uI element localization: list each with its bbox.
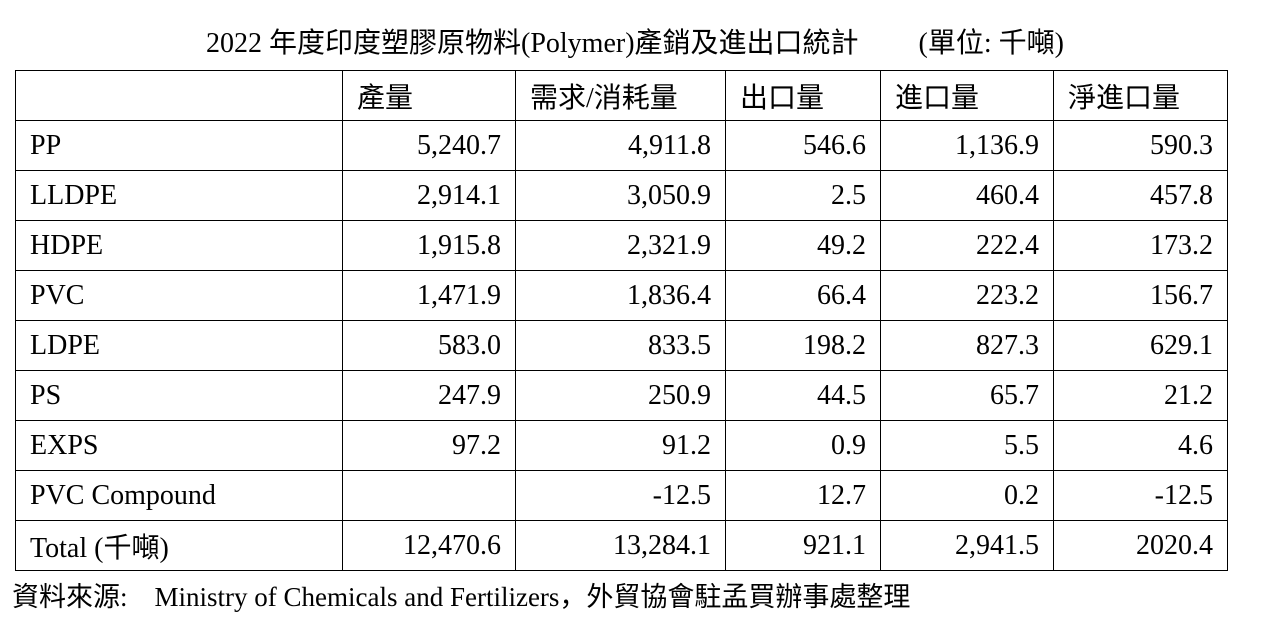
cell: 12.7: [725, 470, 881, 521]
row-label: LDPE: [15, 320, 343, 371]
table-row: PP 5,240.7 4,911.8 546.6 1,136.9 590.3: [15, 120, 1228, 171]
cell: 2,941.5: [880, 520, 1054, 571]
cell: 1,915.8: [342, 220, 516, 271]
title: 2022 年度印度塑膠原物料(Polymer)產銷及進出口統計: [206, 28, 859, 59]
table-row: Total (千噸) 12,470.6 13,284.1 921.1 2,941.5 20…: [15, 520, 1228, 571]
cell: -12.5: [1053, 470, 1228, 521]
cell: 49.2: [725, 220, 881, 271]
cell: 198.2: [725, 320, 881, 371]
cell: 4,911.8: [515, 120, 726, 171]
table-row: EXPS 97.2 91.2 0.9 5.5 4.6: [15, 420, 1228, 471]
cell: 173.2: [1053, 220, 1228, 271]
table-row: PVC Compound -12.5 12.7 0.2 -12.5: [15, 470, 1228, 521]
cell: 1,836.4: [515, 270, 726, 321]
cell: 629.1: [1053, 320, 1228, 371]
source-note: 資料來源: Ministry of Chemicals and Fertiliz…: [12, 582, 911, 612]
column-header: 淨進口量: [1053, 70, 1228, 121]
cell: 156.7: [1053, 270, 1228, 321]
table: 產量 需求/消耗量 出口量 進口量 淨進口量 PP 5,240.7 4,911.8 546.6…: [15, 70, 1228, 571]
cell: 21.2: [1053, 370, 1228, 421]
cell: 583.0: [342, 320, 516, 371]
cell: 460.4: [880, 170, 1054, 221]
row-label: HDPE: [15, 220, 343, 271]
column-header: 出口量: [725, 70, 881, 121]
cell: -12.5: [515, 470, 726, 521]
cell: 2,914.1: [342, 170, 516, 221]
cell: 5.5: [880, 420, 1054, 471]
cell: 222.4: [880, 220, 1054, 271]
cell: 3,050.9: [515, 170, 726, 221]
cell: 457.8: [1053, 170, 1228, 221]
cell: 91.2: [515, 420, 726, 471]
cell: 546.6: [725, 120, 881, 171]
cell: 2020.4: [1053, 520, 1228, 571]
cell: 2,321.9: [515, 220, 726, 271]
cell: 44.5: [725, 370, 881, 421]
cell: 223.2: [880, 270, 1054, 321]
cell: 2.5: [725, 170, 881, 221]
table-row: HDPE 1,915.8 2,321.9 49.2 222.4 173.2: [15, 220, 1228, 271]
cell: [342, 470, 516, 521]
row-label: PVC: [15, 270, 343, 321]
cell: 12,470.6: [342, 520, 516, 571]
corner-cell: [15, 70, 343, 121]
cell: 250.9: [515, 370, 726, 421]
column-header: 產量: [342, 70, 516, 121]
cell: 921.1: [725, 520, 881, 571]
table-row: LDPE 583.0 833.5 198.2 827.3 629.1: [15, 320, 1228, 371]
header-row: 產量 需求/消耗量 出口量 進口量 淨進口量: [15, 70, 1228, 121]
cell: 247.9: [342, 370, 516, 421]
row-label: Total (千噸): [15, 520, 343, 571]
row-label: PS: [15, 370, 343, 421]
cell: 0.9: [725, 420, 881, 471]
cell: 827.3: [880, 320, 1054, 371]
table-row: PS 247.9 250.9 44.5 65.7 21.2: [15, 370, 1228, 421]
cell: 1,471.9: [342, 270, 516, 321]
title-line: 2022 年度印度塑膠原物料(Polymer)產銷及進出口統計 (單位: 千噸): [0, 24, 1270, 64]
row-label: LLDPE: [15, 170, 343, 221]
cell: 65.7: [880, 370, 1054, 421]
table-row: LLDPE 2,914.1 3,050.9 2.5 460.4 457.8: [15, 170, 1228, 221]
cell: 4.6: [1053, 420, 1228, 471]
cell: 97.2: [342, 420, 516, 471]
column-header: 需求/消耗量: [515, 70, 726, 121]
cell: 5,240.7: [342, 120, 516, 171]
column-header: 進口量: [880, 70, 1054, 121]
cell: 13,284.1: [515, 520, 726, 571]
cell: 590.3: [1053, 120, 1228, 171]
unit: (單位: 千噸): [918, 28, 1064, 59]
row-label: PP: [15, 120, 343, 171]
cell: 0.2: [880, 470, 1054, 521]
table-body: PP 5,240.7 4,911.8 546.6 1,136.9 590.3 LLDPE 2,…: [15, 120, 1228, 571]
row-label: EXPS: [15, 420, 343, 471]
cell: 66.4: [725, 270, 881, 321]
row-label: PVC Compound: [15, 470, 343, 521]
table-row: PVC 1,471.9 1,836.4 66.4 223.2 156.7: [15, 270, 1228, 321]
cell: 833.5: [515, 320, 726, 371]
cell: 1,136.9: [880, 120, 1054, 171]
